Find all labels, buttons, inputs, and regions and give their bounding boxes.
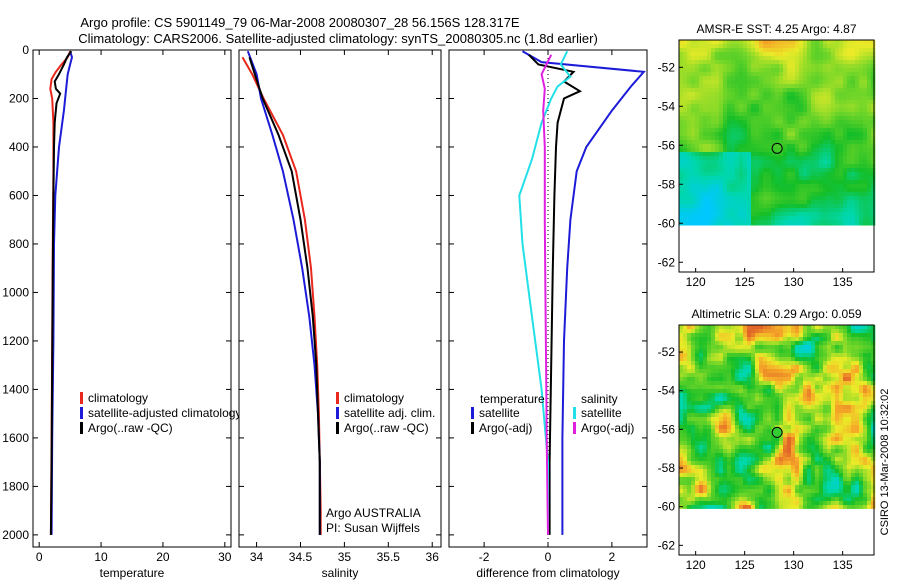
x-tick-label: 35 — [338, 550, 352, 564]
y-tick-label: 1800 — [2, 479, 29, 493]
y-tick-label: -52 — [658, 60, 676, 74]
y-tick-label: -62 — [658, 538, 676, 552]
legend-swatch — [80, 422, 83, 434]
legend-item-label: satellite adj. clim. — [344, 406, 435, 420]
legend-swatch — [336, 392, 339, 404]
y-tick-label: -58 — [658, 461, 676, 475]
legend-swatch — [471, 407, 474, 419]
y-tick-label: -60 — [658, 500, 676, 514]
y-tick-label: 1200 — [2, 334, 29, 348]
x-tick-label: 130 — [784, 558, 804, 572]
x-tick-label: -2 — [479, 550, 490, 564]
x-tick-label: 135 — [833, 275, 853, 289]
argo-float-marker — [771, 142, 783, 154]
x-tick-label: 120 — [686, 275, 706, 289]
legend-header-temperature: temperature — [480, 392, 545, 406]
x-axis-label: difference from climatology — [476, 566, 619, 580]
legend-item-label: climatology — [344, 391, 404, 405]
x-tick-label: 2 — [609, 550, 616, 564]
x-tick-label: 30 — [218, 550, 232, 564]
x-axis-label: salinity — [322, 566, 359, 580]
x-tick-label: 120 — [686, 558, 706, 572]
y-tick-label: 0 — [22, 43, 29, 57]
legend-item-label: satellite — [581, 406, 622, 420]
map-title: AMSR-E SST: 4.25 Argo: 4.87 — [696, 22, 856, 36]
salinity-profile-panel: 34 34.5 35 35.5 36 salinity climatologysatelli… — [238, 49, 442, 580]
x-tick-label: 0 — [36, 550, 43, 564]
sst-map-panel: AMSR-E SST: 4.25 Argo: 4.87 120 125 130 135 -… — [658, 22, 876, 289]
y-tick-label: -56 — [658, 138, 676, 152]
y-tick-label: -52 — [658, 345, 676, 359]
legend-swatch — [471, 422, 474, 434]
legend-swatch — [573, 407, 576, 419]
x-tick-label: 34.5 — [289, 550, 313, 564]
temperature-profile-panel: 0 10 20 30 0 200 400 600 800 1000 1200 1400 1600 1800… — [2, 43, 241, 580]
legend-item-label: Argo(..raw -QC) — [88, 421, 173, 435]
legend-item-label: satellite — [479, 406, 520, 420]
y-tick-label: 2000 — [2, 528, 29, 542]
figure-title-line2: Climatology: CARS2006. Satellite-adjuste… — [78, 31, 598, 46]
series-line — [518, 50, 572, 535]
series-line — [49, 50, 73, 535]
legend-item-label: satellite-adjusted climatology — [88, 406, 241, 420]
y-tick-label: -54 — [658, 384, 676, 398]
legend-header-salinity: salinity — [581, 392, 618, 406]
y-tick-label: 1000 — [2, 285, 29, 299]
map-title: Altimetric SLA: 0.29 Argo: 0.059 — [691, 307, 861, 321]
plot-frame — [32, 49, 232, 548]
argo-float-marker — [771, 426, 783, 438]
map-frame — [678, 324, 875, 556]
x-tick-label: 35.5 — [377, 550, 401, 564]
heatmap-field — [679, 40, 876, 226]
figure-title-line1: Argo profile: CS 5901149_79 06-Mar-2008 … — [80, 15, 520, 30]
x-tick-label: 125 — [735, 275, 755, 289]
legend-item-label: climatology — [88, 391, 148, 405]
y-tick-label: 1400 — [2, 382, 29, 396]
legend-swatch — [573, 422, 576, 434]
legend-swatch — [80, 392, 83, 404]
x-tick-label: 130 — [784, 275, 804, 289]
sla-map-panel: Altimetric SLA: 0.29 Argo: 0.059 120 125 13… — [658, 307, 876, 572]
legend-item-label: Argo(-adj) — [581, 421, 634, 435]
x-tick-label: 10 — [94, 550, 108, 564]
x-tick-label: 36 — [426, 550, 440, 564]
y-tick-label: 400 — [9, 140, 29, 154]
x-tick-label: 20 — [156, 550, 170, 564]
y-tick-label: -56 — [658, 422, 676, 436]
y-tick-label: 200 — [9, 91, 29, 105]
legend-item-label: Argo(..raw -QC) — [344, 421, 429, 435]
y-tick-label: -54 — [658, 99, 676, 113]
x-tick-label: 135 — [833, 558, 853, 572]
x-axis-label: temperature — [100, 566, 165, 580]
series-line — [522, 50, 646, 535]
x-tick-label: 125 — [735, 558, 755, 572]
heatmap-field — [679, 325, 876, 509]
legend-item-label: Argo(-adj) — [479, 421, 532, 435]
figure-side-credit: CSIRO 13-Mar-2008 10:32:02 — [879, 389, 891, 536]
float-annotation-line1: Argo AUSTRALIA — [326, 506, 421, 520]
map-frame — [678, 39, 875, 273]
x-tick-label: 0 — [545, 550, 552, 564]
series-line — [528, 54, 583, 535]
y-tick-label: 800 — [9, 237, 29, 251]
y-tick-label: -58 — [658, 177, 676, 191]
legend-swatch — [336, 422, 339, 434]
series-line — [540, 54, 553, 535]
y-tick-label: 1600 — [2, 431, 29, 445]
legend-swatch — [336, 407, 339, 419]
y-tick-label: 600 — [9, 188, 29, 202]
difference-profile-panel: -2 0 2 difference from climatology temperatu… — [448, 49, 648, 580]
y-tick-label: -60 — [658, 216, 676, 230]
y-tick-label: -62 — [658, 255, 676, 269]
series-line — [248, 57, 321, 535]
x-tick-label: 34 — [250, 550, 264, 564]
legend-swatch — [80, 407, 83, 419]
float-annotation-line2: PI: Susan Wijffels — [326, 521, 420, 535]
